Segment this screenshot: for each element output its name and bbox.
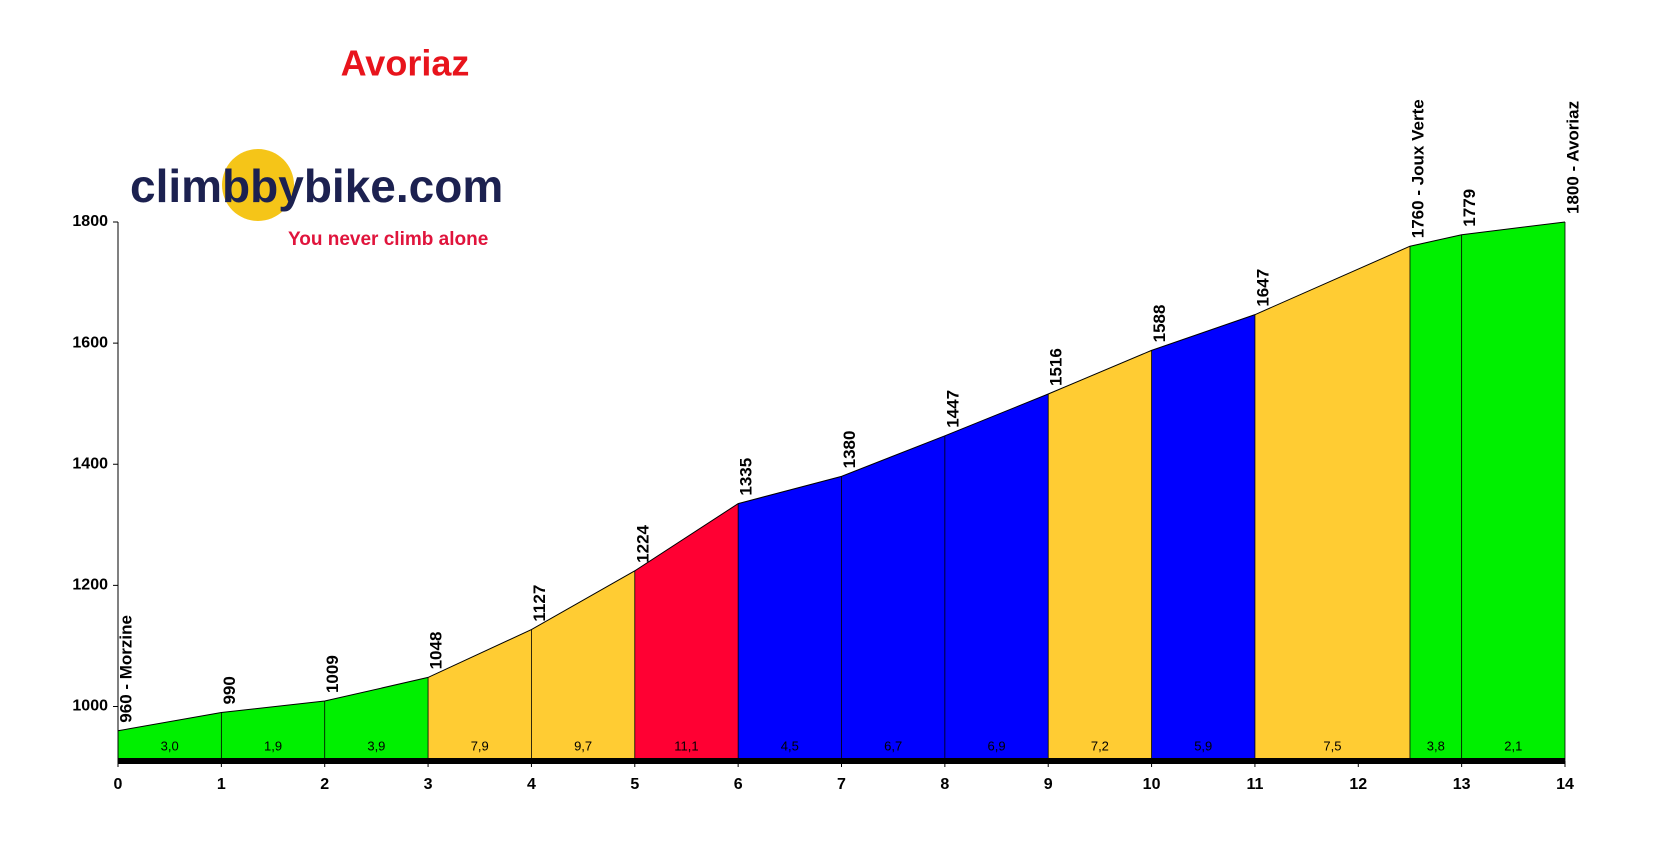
gradient-label: 7,5 bbox=[1323, 738, 1341, 753]
gradient-label: 9,7 bbox=[574, 738, 592, 753]
point-label: 1009 bbox=[323, 655, 342, 693]
x-tick-label: 11 bbox=[1246, 776, 1263, 793]
y-tick-label: 1200 bbox=[72, 577, 108, 594]
x-tick-label: 10 bbox=[1143, 776, 1161, 793]
chart-title: Avoriaz bbox=[341, 43, 470, 84]
y-tick-label: 1600 bbox=[72, 334, 108, 351]
x-tick-label: 2 bbox=[320, 776, 329, 793]
x-tick-label: 9 bbox=[1044, 776, 1053, 793]
x-tick-label: 6 bbox=[734, 776, 743, 793]
x-tick-label: 8 bbox=[940, 776, 949, 793]
point-label: 1335 bbox=[737, 458, 756, 496]
gradient-label: 7,2 bbox=[1091, 738, 1109, 753]
x-tick-label: 12 bbox=[1349, 776, 1367, 793]
gradient-label: 7,9 bbox=[471, 738, 489, 753]
y-tick-label: 1800 bbox=[72, 213, 108, 230]
point-label: 1588 bbox=[1150, 305, 1169, 343]
point-label: 1760 - Joux Verte bbox=[1408, 99, 1427, 238]
gradient-label: 3,8 bbox=[1427, 738, 1445, 753]
point-label: 1224 bbox=[633, 524, 652, 562]
x-tick-label: 4 bbox=[527, 776, 536, 793]
segment-area bbox=[118, 712, 222, 761]
segment-area bbox=[221, 701, 325, 761]
y-tick-label: 1000 bbox=[72, 698, 108, 715]
segment-area bbox=[1254, 246, 1410, 761]
segment-area bbox=[1048, 350, 1152, 761]
gradient-label: 2,1 bbox=[1504, 738, 1522, 753]
x-tick-label: 1 bbox=[217, 776, 226, 793]
point-label: 1779 bbox=[1460, 189, 1479, 227]
gradient-label: 1,9 bbox=[264, 738, 282, 753]
gradient-label: 3,0 bbox=[161, 738, 179, 753]
gradient-label: 6,7 bbox=[884, 738, 902, 753]
x-tick-label: 0 bbox=[114, 776, 123, 793]
profile-line bbox=[117, 221, 1566, 732]
gradient-label: 6,9 bbox=[987, 738, 1005, 753]
logo-circle bbox=[222, 149, 294, 221]
y-tick-label: 1400 bbox=[72, 455, 108, 472]
segment-area bbox=[738, 476, 842, 761]
x-tick-label: 14 bbox=[1556, 776, 1574, 793]
gradient-label: 11,1 bbox=[674, 738, 698, 753]
point-label: 1516 bbox=[1047, 348, 1066, 386]
x-tick-label: 3 bbox=[424, 776, 433, 793]
point-label: 1048 bbox=[427, 632, 446, 670]
point-label: 1380 bbox=[840, 431, 859, 469]
point-label: 1647 bbox=[1253, 269, 1272, 307]
x-tick-label: 7 bbox=[837, 776, 846, 793]
logo-name: climbbybike.com bbox=[130, 160, 503, 212]
point-label: 990 bbox=[220, 676, 239, 704]
point-label: 960 - Morzine bbox=[116, 615, 135, 723]
point-label: 1447 bbox=[943, 390, 962, 428]
segment-area bbox=[634, 503, 739, 761]
point-label: 1800 - Avoriaz bbox=[1563, 101, 1582, 214]
segment-area bbox=[944, 393, 1049, 761]
point-label: 1127 bbox=[530, 585, 549, 622]
gradient-label: 4,5 bbox=[781, 738, 799, 753]
x-tick-label: 5 bbox=[630, 776, 639, 793]
segment-area bbox=[1461, 222, 1565, 761]
x-tick-label: 13 bbox=[1453, 776, 1471, 793]
gradient-label: 3,9 bbox=[367, 738, 385, 753]
gradient-label: 5,9 bbox=[1194, 738, 1212, 753]
segment-area bbox=[841, 435, 945, 761]
segment-area bbox=[1151, 314, 1255, 761]
logo-slogan: You never climb alone bbox=[288, 229, 488, 250]
segment-area bbox=[428, 629, 532, 761]
segment-area bbox=[531, 570, 635, 761]
segment-area bbox=[1409, 234, 1462, 762]
segment-area bbox=[324, 677, 429, 761]
